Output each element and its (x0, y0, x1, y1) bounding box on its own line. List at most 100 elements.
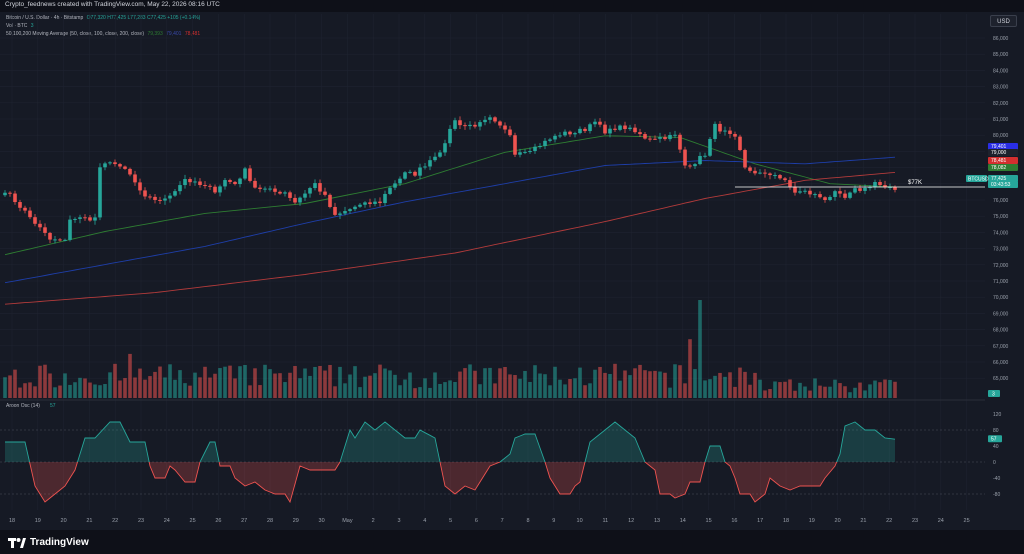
volume-bar (838, 383, 842, 398)
candle-body (268, 188, 272, 190)
candle-body (753, 170, 757, 174)
candle-body (568, 131, 572, 135)
volume-bar (38, 365, 42, 398)
volume-bar (758, 379, 762, 398)
candle-body (508, 129, 512, 136)
volume-bar (288, 372, 292, 398)
candle-body (23, 207, 27, 211)
volume-bar (148, 376, 152, 398)
candle-body (748, 167, 752, 171)
candle-body (238, 178, 242, 185)
osc-tick-label: 80 (993, 428, 999, 434)
candle-body (258, 187, 262, 189)
price-badge-label: 78,481 (991, 158, 1007, 164)
ma50-line (4, 135, 896, 256)
time-tick-label: 18 (9, 518, 15, 524)
candle-body (413, 171, 417, 176)
candle-body (663, 137, 667, 140)
volume-bar (58, 385, 62, 398)
volume-bar (498, 368, 502, 398)
candle-body (873, 182, 877, 188)
volume-bar (333, 386, 337, 398)
volume-bar (123, 378, 127, 398)
volume-bar (678, 365, 682, 398)
volume-bar (173, 379, 177, 398)
candle-body (83, 217, 87, 219)
volume-bar (728, 372, 732, 398)
volume-bar (168, 364, 172, 398)
volume-bar (778, 382, 782, 398)
candle-body (433, 156, 437, 161)
ohlc-values: O77,320 H77,425 L77,283 C77,425 +105 (+0… (86, 15, 201, 21)
price-badge-label: 79,401 (991, 144, 1007, 150)
candle-body (248, 168, 252, 181)
brand-name: TradingView (30, 537, 89, 548)
volume-bar (138, 368, 142, 398)
candle-body (778, 175, 782, 179)
time-tick-label: 24 (938, 518, 944, 524)
volume-bar (523, 370, 527, 398)
candle-body (263, 188, 267, 190)
candle-body (883, 185, 887, 188)
candle-body (538, 146, 542, 148)
volume-bar (548, 385, 552, 398)
symbol-legend[interactable]: Bitcoin / U.S. Dollar · 4h · Bitstamp O7… (6, 15, 200, 21)
time-tick-label: 13 (654, 518, 660, 524)
volume-bar (223, 366, 227, 398)
volume-bar (643, 370, 647, 398)
candle-body (88, 217, 92, 221)
volume-bar (68, 384, 72, 398)
volume-bar (188, 385, 192, 398)
volume-legend[interactable]: Vol · BTC 3 (6, 23, 34, 29)
volume-bar (733, 386, 737, 398)
candle-body (108, 162, 112, 164)
volume-bar (308, 375, 312, 398)
volume-bar (688, 339, 692, 398)
currency-button[interactable]: USD (990, 15, 1017, 27)
volume-bar (538, 373, 542, 398)
candle-body (318, 183, 322, 192)
candle-body (273, 188, 277, 192)
candle-body (208, 185, 212, 187)
candle-body (333, 206, 337, 215)
price-tick-label: 74,000 (993, 230, 1009, 236)
volume-bar (828, 386, 832, 398)
candle-body (278, 191, 282, 194)
candle-body (143, 190, 147, 197)
volume-bar (848, 392, 852, 398)
candle-body (518, 152, 522, 155)
time-tick-label: 30 (319, 518, 325, 524)
candle-body (738, 136, 742, 151)
candle-body (453, 120, 457, 129)
osc-badge-label: 57 (991, 437, 997, 443)
candle-body (808, 190, 812, 195)
candle-body (203, 185, 207, 187)
candle-body (328, 194, 332, 207)
candle-body (378, 201, 382, 204)
candle-body (198, 181, 202, 186)
volume-bar (453, 381, 457, 398)
volume-bar (433, 372, 437, 398)
time-tick-label: May (342, 518, 353, 524)
aroon-oscillator (0, 421, 985, 504)
tradingview-logo[interactable]: TradingView (8, 537, 89, 548)
volume-bar (793, 390, 797, 398)
volume-bar (258, 385, 262, 398)
candle-body (353, 206, 357, 210)
osc-tick-label: -40 (993, 476, 1000, 482)
candle-body (823, 197, 827, 201)
volume-bar (743, 371, 747, 398)
volume-legend-label: Vol · BTC (6, 23, 28, 29)
volume-bar (508, 374, 512, 398)
price-tick-label: 86,000 (993, 36, 1009, 42)
candle-body (878, 182, 882, 186)
volume-bar (603, 372, 607, 398)
time-tick-label: 20 (61, 518, 67, 524)
volume-bars (3, 300, 897, 398)
volume-bar (478, 384, 482, 398)
candle-body (758, 172, 762, 174)
candle-body (523, 151, 527, 153)
volume-bar (338, 366, 342, 398)
candle-body (623, 125, 627, 130)
